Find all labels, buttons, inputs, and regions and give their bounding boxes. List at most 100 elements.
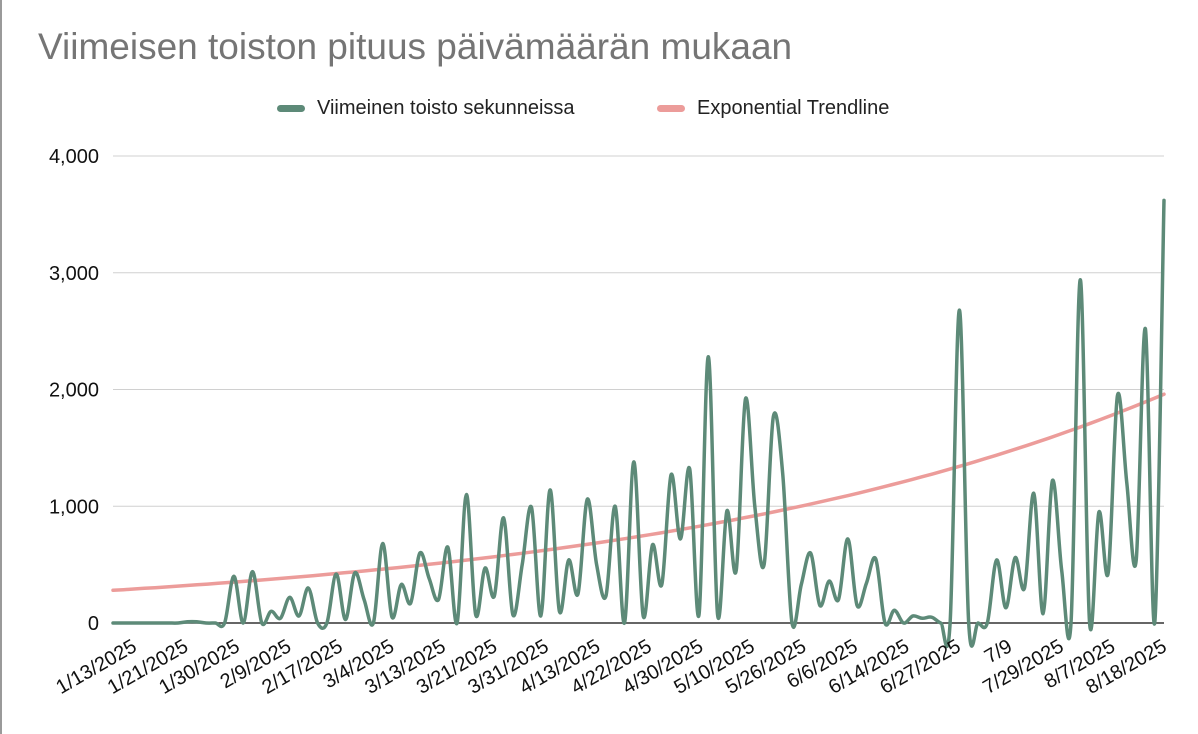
data-point xyxy=(1060,569,1064,573)
data-point xyxy=(864,581,868,585)
data-point xyxy=(474,613,478,617)
data-point xyxy=(995,558,999,562)
data-point xyxy=(185,620,189,624)
data-point xyxy=(399,583,403,587)
data-point xyxy=(716,613,720,617)
series-line xyxy=(111,198,1166,649)
data-point xyxy=(446,545,450,549)
window-left-border xyxy=(0,0,2,734)
data-point xyxy=(130,621,134,625)
data-point xyxy=(353,571,357,575)
data-point xyxy=(1004,606,1008,610)
data-point xyxy=(1143,327,1147,331)
data-point xyxy=(213,621,217,625)
legend-item-trendline[interactable]: Exponential Trendline xyxy=(657,94,889,122)
data-point xyxy=(176,621,180,625)
data-point xyxy=(418,551,422,555)
data-point xyxy=(781,472,785,476)
data-point xyxy=(911,614,915,618)
data-point xyxy=(158,621,162,625)
data-point xyxy=(771,414,775,418)
data-point xyxy=(985,621,989,625)
data-point xyxy=(278,616,282,620)
data-point xyxy=(818,604,822,608)
data-point xyxy=(381,542,385,546)
legend-item-series[interactable]: Viimeinen toisto sekunneissa xyxy=(277,94,575,122)
data-point xyxy=(316,621,320,625)
chart-legend: Viimeinen toisto sekunneissa Exponential… xyxy=(0,94,1198,122)
data-point xyxy=(288,595,292,599)
legend-label-series: Viimeinen toisto sekunneissa xyxy=(317,96,575,119)
data-point xyxy=(623,621,627,625)
data-point xyxy=(483,566,487,570)
data-point xyxy=(753,504,757,508)
data-point xyxy=(660,583,664,587)
data-point xyxy=(688,467,692,471)
data-point xyxy=(762,563,766,567)
data-point xyxy=(967,621,971,625)
data-point xyxy=(120,621,124,625)
data-point xyxy=(111,621,115,625)
data-point xyxy=(1078,278,1082,282)
chart-title: Viimeisen toiston pituus päivämäärän muk… xyxy=(38,26,793,67)
data-point xyxy=(920,616,924,620)
data-point xyxy=(1032,491,1036,495)
data-point xyxy=(1116,393,1120,397)
data-point xyxy=(344,618,348,622)
data-point xyxy=(892,608,896,612)
data-point xyxy=(827,579,831,583)
data-point xyxy=(464,493,468,497)
data-point xyxy=(492,594,496,598)
data-point xyxy=(306,586,310,590)
data-point xyxy=(632,460,636,464)
data-point xyxy=(325,621,329,625)
data-point xyxy=(232,574,236,578)
legend-swatch-series xyxy=(277,104,305,112)
y-tick-label: 1,000 xyxy=(49,496,99,518)
data-point xyxy=(539,614,543,618)
legend-label-trendline: Exponential Trendline xyxy=(697,96,890,119)
data-point xyxy=(455,621,459,625)
data-point xyxy=(520,563,524,567)
data-point xyxy=(957,308,961,312)
data-point xyxy=(548,488,552,492)
data-point xyxy=(139,621,143,625)
data-point xyxy=(371,621,375,625)
data-point xyxy=(148,621,152,625)
data-point xyxy=(1041,612,1045,616)
data-point xyxy=(269,609,273,613)
data-point xyxy=(874,557,878,561)
data-point xyxy=(576,592,580,596)
data-point xyxy=(585,497,589,501)
data-point xyxy=(669,473,673,477)
data-point xyxy=(362,598,366,602)
data-point xyxy=(195,620,199,624)
data-point xyxy=(930,615,934,619)
data-point xyxy=(809,551,813,555)
data-point xyxy=(334,572,338,576)
data-point xyxy=(1125,481,1129,485)
data-point xyxy=(883,621,887,625)
data-point xyxy=(297,614,301,618)
data-point xyxy=(595,563,599,567)
data-point xyxy=(1088,621,1092,625)
data-point xyxy=(697,613,701,617)
data-point xyxy=(1162,198,1166,202)
data-point xyxy=(502,516,506,520)
data-point xyxy=(976,621,980,625)
y-tick-label: 2,000 xyxy=(49,380,99,402)
data-point xyxy=(223,621,227,625)
data-point xyxy=(948,621,952,625)
data-point xyxy=(1153,621,1157,625)
data-point xyxy=(604,594,608,598)
y-tick-label: 0 xyxy=(88,613,99,635)
legend-swatch-trendline xyxy=(657,104,685,112)
data-point xyxy=(678,537,682,541)
data-point xyxy=(260,621,264,625)
data-point xyxy=(939,621,943,625)
data-point xyxy=(613,504,617,508)
data-point xyxy=(1097,510,1101,514)
y-tick-label: 3,000 xyxy=(49,263,99,285)
data-point xyxy=(167,621,171,625)
